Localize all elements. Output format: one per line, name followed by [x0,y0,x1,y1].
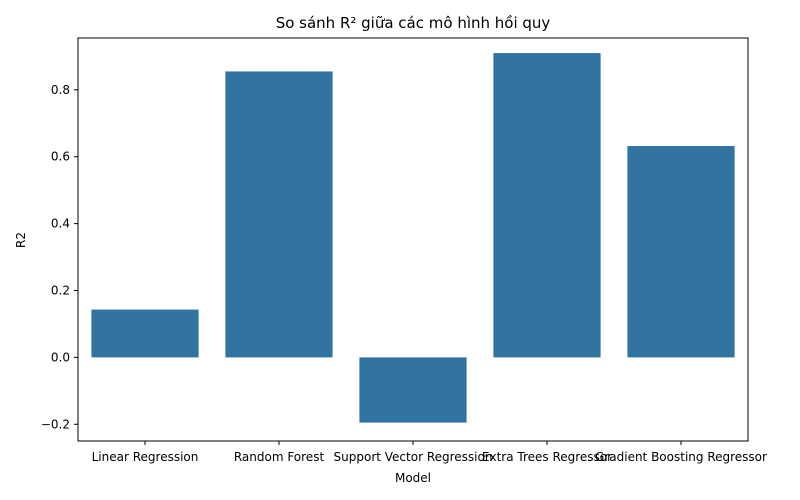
bar [627,146,735,358]
y-tick-label: 0.0 [51,350,70,364]
y-tick-label: 0.6 [51,150,70,164]
y-tick-label: −0.2 [41,417,70,431]
y-axis-label: R2 [14,232,28,248]
y-axis-ticks: −0.2 0.0 0.2 0.4 0.6 0.8 [41,83,78,431]
x-tick-label: Extra Trees Regressor [482,450,612,464]
x-tick-label: Support Vector Regression [334,450,493,464]
bar [225,71,333,358]
bar [493,53,601,358]
y-tick-label: 0.8 [51,83,70,97]
x-tick-label: Gradient Boosting Regressor [595,450,767,464]
x-axis-label: Model [395,471,431,485]
x-axis-ticks: Linear Regression Random Forest Support Ve… [92,441,767,464]
plot-frame [77,37,749,442]
y-tick-label: 0.2 [51,284,70,298]
bar [359,357,467,423]
bars-layer [91,53,735,423]
y-tick-label: 0.4 [51,217,70,231]
x-tick-label: Random Forest [234,450,325,464]
bar [91,309,199,358]
x-tick-label: Linear Regression [92,450,199,464]
chart-title: So sánh R² giữa các mô hình hồi quy [276,14,551,32]
